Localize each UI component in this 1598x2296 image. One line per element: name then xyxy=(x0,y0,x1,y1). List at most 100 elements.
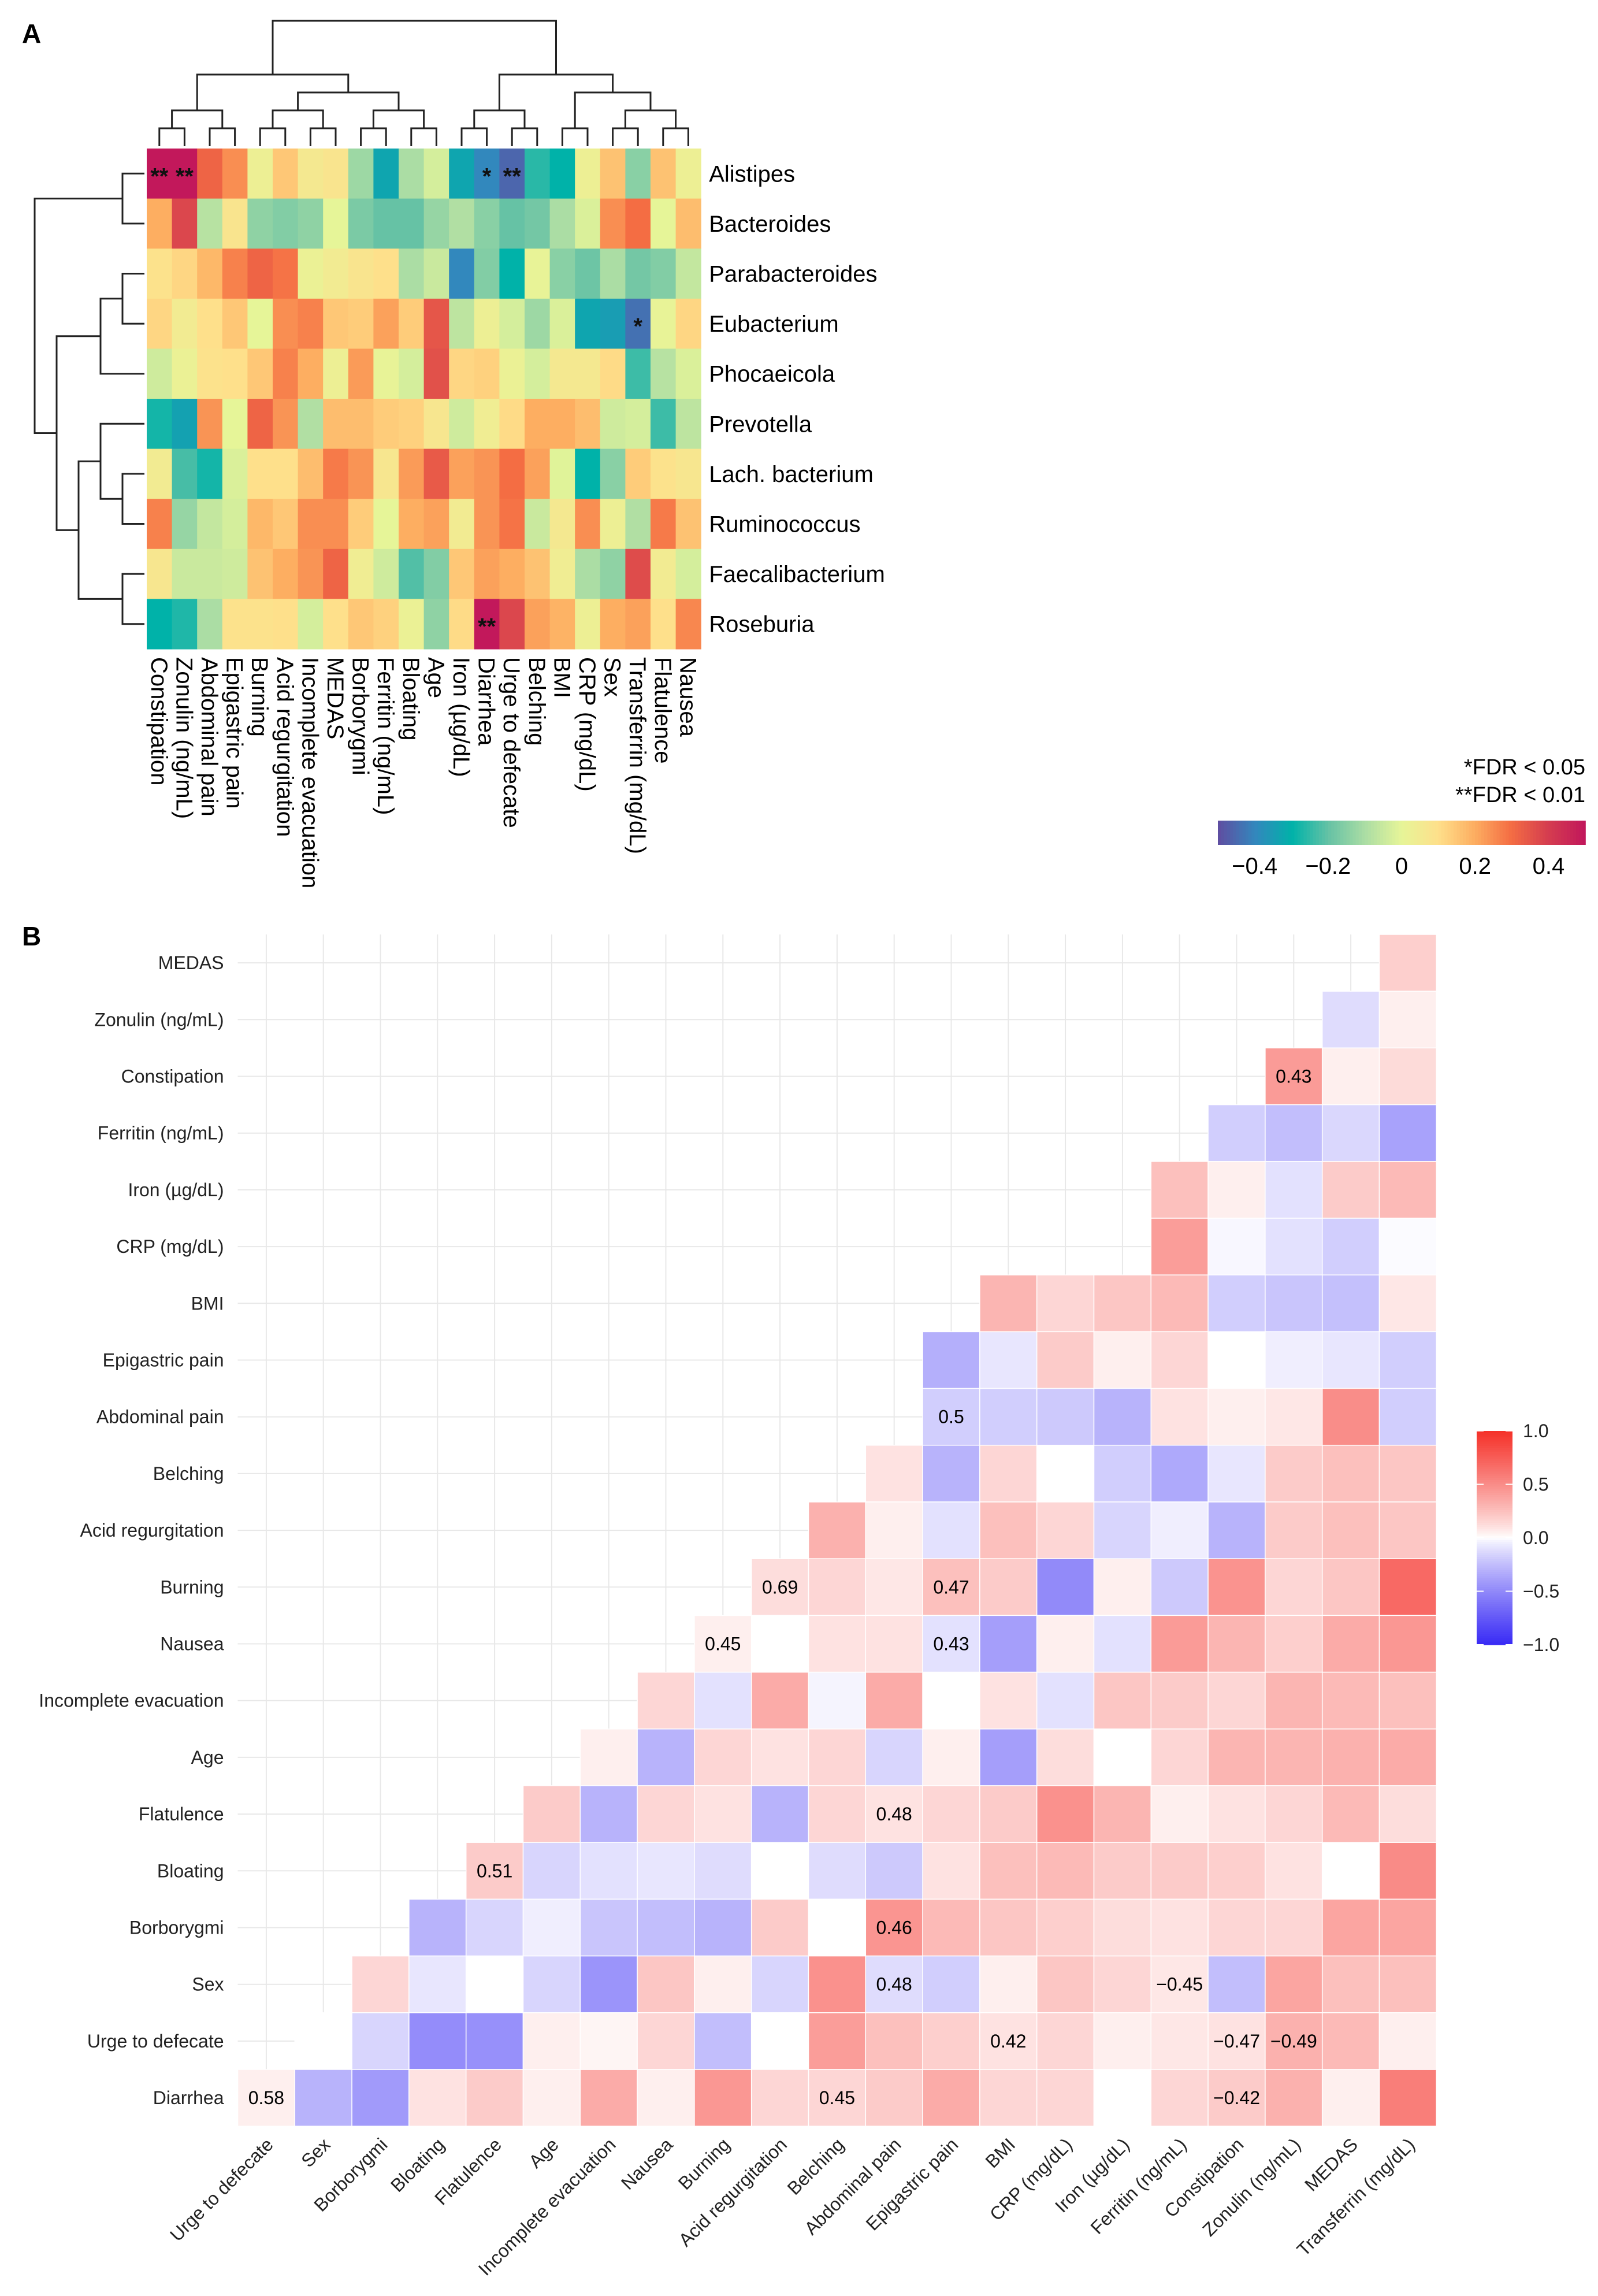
correlation-cell xyxy=(294,2012,352,2070)
correlation-cell xyxy=(1036,1388,1095,1446)
correlation-cell xyxy=(1093,1671,1152,1730)
legend-segment xyxy=(1477,1431,1512,1434)
heat-cell xyxy=(600,499,626,550)
legend-segment xyxy=(1477,1570,1512,1572)
correlation-cell xyxy=(979,1898,1038,1957)
y-axis-label: Zonulin (ng/mL) xyxy=(94,1009,224,1030)
correlation-cell xyxy=(1093,2069,1152,2127)
heat-cell xyxy=(651,149,677,199)
column-label: Acid regurgitation xyxy=(272,657,298,837)
heat-cell xyxy=(675,198,701,249)
correlation-cell xyxy=(1378,1218,1437,1275)
colorbar-segment xyxy=(1502,821,1506,845)
y-axis-label: Epigastric pain xyxy=(103,1350,224,1371)
heat-cell xyxy=(273,198,299,249)
correlation-labels: 0.43 0.5 0.69 0.47 0.45 0.43 0.48 0.51 0.46 0.48 −… xyxy=(248,1066,1317,2109)
legend-segment xyxy=(1477,1452,1512,1455)
heat-cell xyxy=(600,149,626,199)
correlation-cell xyxy=(979,1729,1038,1786)
x-axis-label: Zonulin (ng/mL) xyxy=(1198,2134,1305,2241)
heat-cell xyxy=(247,298,273,349)
legend-segment xyxy=(1477,1591,1512,1594)
colorbar-segment xyxy=(1352,821,1357,845)
correlation-cell xyxy=(579,1955,638,2013)
column-label: Transferrin (mg/dL) xyxy=(625,657,650,854)
heat-cell xyxy=(323,348,349,399)
correlation-value: 0.42 xyxy=(990,2031,1026,2052)
colorbar-segment xyxy=(1282,821,1286,845)
dendrogram-link xyxy=(473,109,526,128)
correlation-cell xyxy=(1036,1898,1095,1957)
colorbar-segment xyxy=(1340,821,1344,845)
correlation-value: 0.69 xyxy=(762,1577,798,1597)
row-dendrogram xyxy=(34,172,144,625)
legend-segment xyxy=(1477,1520,1512,1523)
legend-segment xyxy=(1477,1593,1512,1596)
row-label: Phocaeicola xyxy=(709,362,835,387)
correlation-cell xyxy=(1321,1388,1380,1446)
legend-segment xyxy=(1477,1640,1512,1644)
colorbar-segment xyxy=(1346,821,1350,845)
heat-cell xyxy=(474,348,500,399)
heat-cell xyxy=(525,149,551,199)
heat-cell xyxy=(449,499,475,550)
correlation-cell xyxy=(922,1501,980,1559)
row-label: Eubacterium xyxy=(709,311,839,337)
column-label: Urge to defecate xyxy=(499,657,524,828)
correlation-cell xyxy=(1036,1842,1095,1900)
colorbar-segment xyxy=(1398,821,1402,845)
correlation-cell xyxy=(1265,1615,1323,1673)
heat-cell xyxy=(222,298,248,349)
correlation-cell xyxy=(694,1729,752,1786)
legend-segment xyxy=(1477,1460,1512,1464)
legend-tick-label: 1.0 xyxy=(1523,1420,1548,1441)
colorbar-segment xyxy=(1466,821,1470,845)
heat-cell xyxy=(373,348,399,399)
correlation-cell xyxy=(694,2012,752,2070)
x-axis-label: Age xyxy=(525,2134,563,2172)
correlation-cell xyxy=(1150,1501,1209,1559)
correlation-cell xyxy=(1093,2012,1152,2070)
legend-segment xyxy=(1477,1518,1512,1522)
correlation-cell xyxy=(637,1671,695,1730)
correlation-value: −0.49 xyxy=(1270,2031,1317,2052)
legend-segment xyxy=(1477,1488,1512,1492)
colorbar-segment xyxy=(1383,821,1387,845)
heat-cell xyxy=(348,399,374,450)
heat-cell xyxy=(172,399,198,450)
heat-cell xyxy=(423,248,449,299)
significance-stars: ** ** * ***** xyxy=(150,164,642,639)
correlation-cell xyxy=(750,1785,809,1843)
correlation-cell xyxy=(1036,1785,1095,1843)
heat-cell xyxy=(651,548,677,599)
heat-cell xyxy=(348,548,374,599)
colorbar-segment xyxy=(1515,821,1519,845)
correlation-cell xyxy=(1093,1331,1152,1389)
correlation-cell xyxy=(1265,1785,1323,1843)
dendrogram-link xyxy=(372,109,425,128)
heat-cell xyxy=(373,149,399,199)
heat-cell xyxy=(625,448,651,499)
colorbar-segment xyxy=(1459,821,1463,845)
correlation-cell xyxy=(637,2012,695,2070)
dendrogram-link xyxy=(297,91,400,110)
correlation-cell xyxy=(1321,1161,1380,1219)
correlation-cell xyxy=(922,1331,980,1389)
heat-cell xyxy=(273,248,299,299)
heat-cell xyxy=(298,198,324,249)
heat-cell xyxy=(348,448,374,499)
heat-cell xyxy=(348,348,374,399)
legend-segment xyxy=(1477,1548,1512,1551)
legend-segment xyxy=(1477,1615,1512,1618)
heat-cell xyxy=(499,149,525,199)
heat-cell xyxy=(423,399,449,450)
colorbar-segment xyxy=(1395,821,1399,845)
correlation-cell xyxy=(979,1388,1038,1446)
heat-cell xyxy=(222,448,248,499)
heat-cell xyxy=(575,348,601,399)
correlation-cell xyxy=(865,1785,923,1843)
correlation-cell xyxy=(694,1842,752,1900)
correlation-cell xyxy=(1207,1898,1266,1957)
column-label: MEDAS xyxy=(322,657,348,739)
